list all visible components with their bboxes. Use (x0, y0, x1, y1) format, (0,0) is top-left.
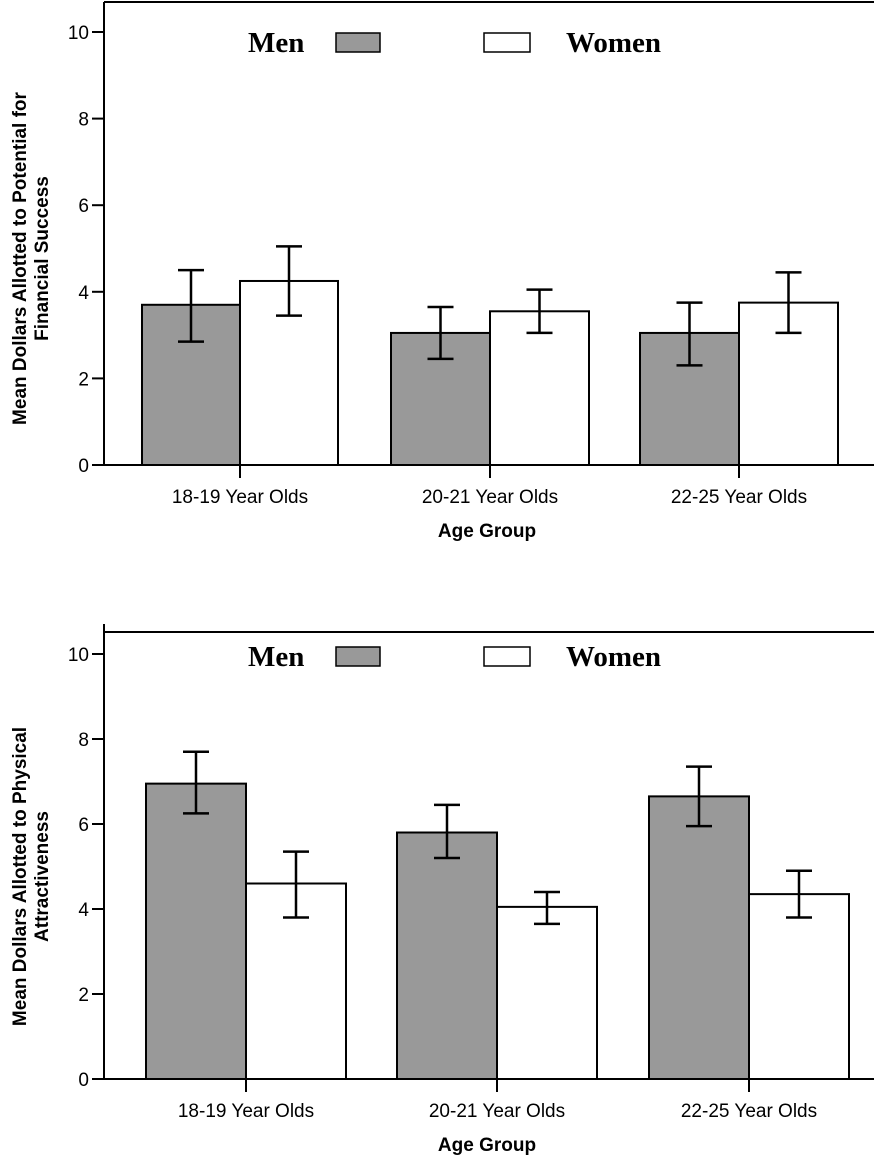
legend-label-men: Men (248, 27, 304, 59)
y-tick-label: 4 (78, 900, 89, 921)
x-tick-label: 18-19 Year Olds (178, 1101, 314, 1122)
x-tick-label: 22-25 Year Olds (671, 487, 807, 508)
y-tick-label: 8 (78, 730, 89, 751)
y-tick-label: 6 (78, 196, 89, 217)
plot-area (92, 624, 874, 1092)
legend-swatch-men (335, 32, 381, 53)
bar-men (648, 795, 750, 1080)
legend-swatch-men (335, 646, 381, 667)
legend-swatch-women (483, 32, 531, 53)
chart-physical-attractiveness: 0 2 4 6 8 10 18-19 Year Olds 20-21 Year … (10, 624, 874, 1156)
y-tick-label: 0 (78, 1070, 89, 1091)
bar-women (748, 893, 850, 1080)
legend: Men Women (248, 641, 661, 673)
y-axis-title-line2: Financial Success (32, 176, 53, 341)
x-axis-title: Age Group (438, 1135, 536, 1156)
bar-men (390, 331, 491, 466)
y-axis-title-line2: Attractiveness (32, 811, 53, 942)
x-axis-title: Age Group (438, 521, 536, 542)
y-tick-label: 10 (68, 645, 89, 666)
legend-swatch-women (483, 646, 531, 667)
y-tick-label: 8 (78, 110, 89, 131)
bar-men (396, 831, 498, 1080)
legend: Men Women (248, 27, 661, 59)
x-axis: 18-19 Year Olds 20-21 Year Olds 22-25 Ye… (172, 487, 807, 508)
y-axis: 0 2 4 6 8 10 (68, 23, 90, 477)
plot-area (92, 1, 874, 478)
y-tick-label: 10 (68, 23, 89, 44)
legend-label-women: Women (566, 27, 661, 59)
x-tick-label: 20-21 Year Olds (422, 487, 558, 508)
chart-financial-success: 0 2 4 6 8 10 18-19 Year Olds 20-21 Year … (10, 1, 874, 542)
y-axis-title-line1: Mean Dollars Allotted to Potential for (10, 91, 31, 424)
y-tick-label: 2 (78, 985, 89, 1006)
x-tick-label: 18-19 Year Olds (172, 487, 308, 508)
y-tick-label: 0 (78, 456, 89, 477)
y-axis-title-line1: Mean Dollars Allotted to Physical (10, 727, 31, 1026)
y-tick-label: 4 (78, 283, 89, 304)
y-tick-label: 6 (78, 815, 89, 836)
legend-label-women: Women (566, 641, 661, 673)
x-axis: 18-19 Year Olds 20-21 Year Olds 22-25 Ye… (178, 1101, 817, 1122)
legend-label-men: Men (248, 641, 304, 673)
bar-women (489, 310, 590, 466)
y-tick-label: 2 (78, 369, 89, 390)
bar-women (496, 905, 598, 1080)
y-axis: 0 2 4 6 8 10 (68, 645, 90, 1091)
x-tick-label: 22-25 Year Olds (681, 1101, 817, 1122)
bar-men (145, 782, 247, 1080)
x-tick-label: 20-21 Year Olds (429, 1101, 565, 1122)
